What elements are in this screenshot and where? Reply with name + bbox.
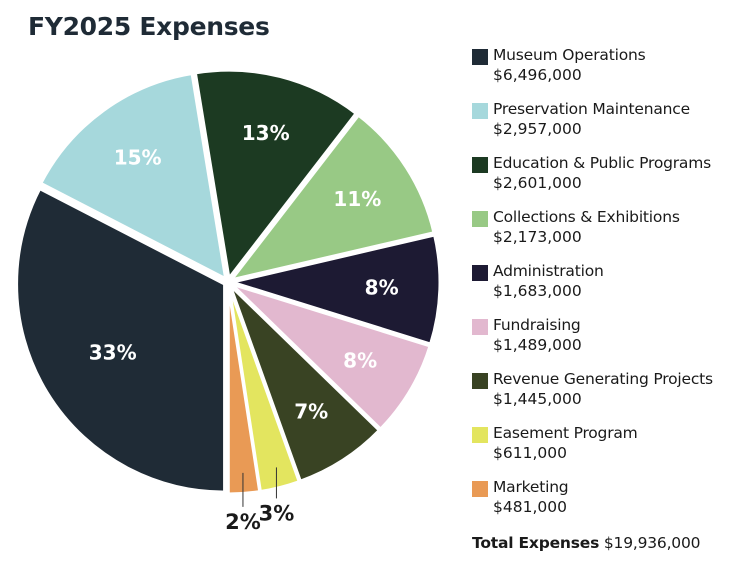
pie-slice-preservation-maintenance [38,71,228,282]
chart-title: FY2025 Expenses [28,12,270,41]
legend-label: Marketing [493,478,569,496]
slice-label-revenue-generating-projects: 7% [294,399,328,423]
slice-label-education-and-public-programs: 13% [242,121,290,145]
legend-item-preservation-maintenance: Preservation Maintenance $2,957,000 [472,100,752,154]
legend-swatch [472,481,488,497]
legend-label: Museum Operations [493,46,646,64]
legend-amount: $611,000 [493,444,567,462]
legend-item-marketing: Marketing $481,000 [472,478,752,532]
pie-slice-collections-and-exhibitions [227,113,436,283]
legend-swatch [472,157,488,173]
legend-label: Collections & Exhibitions [493,208,680,226]
slice-label-preservation-maintenance: 15% [114,146,162,170]
legend-swatch [472,373,488,389]
legend-label: Easement Program [493,424,638,442]
legend-swatch [472,103,488,119]
legend: Museum Operations $6,496,000 Preservation … [472,46,752,532]
pie-slice-museum-operations [15,186,227,494]
legend-amount: $2,173,000 [493,228,582,246]
legend-swatch [472,427,488,443]
legend-swatch [472,49,488,65]
legend-amount: $481,000 [493,498,567,516]
pie-chart: 33% 15% 13% 11% 8% 8% 7% 3%2% [15,68,442,534]
total-value: $19,936,000 [603,534,701,552]
legend-amount: $1,445,000 [493,390,582,408]
pie-slice-marketing [226,285,262,496]
slice-label-easement-program: 3% [259,501,295,525]
legend-label: Administration [493,262,604,280]
legend-amount: $1,489,000 [493,336,582,354]
legend-amount: $2,601,000 [493,174,582,192]
total-expenses: Total Expenses $19,936,000 [472,534,700,552]
legend-item-fundraising: Fundraising $1,489,000 [472,316,752,370]
legend-label: Education & Public Programs [493,154,711,172]
slice-label-administration: 8% [365,276,399,300]
legend-swatch [472,211,488,227]
legend-amount: $2,957,000 [493,120,582,138]
legend-item-collections-and-exhibitions: Collections & Exhibitions $2,173,000 [472,208,752,262]
total-label: Total Expenses [472,534,600,552]
legend-label: Preservation Maintenance [493,100,690,118]
legend-amount: $6,496,000 [493,66,582,84]
legend-swatch [472,319,488,335]
slice-label-fundraising: 8% [343,349,377,373]
legend-amount: $1,683,000 [493,282,582,300]
legend-label: Revenue Generating Projects [493,370,713,388]
pie-slice-fundraising [230,282,432,432]
legend-item-easement-program: Easement Program $611,000 [472,424,752,478]
legend-item-revenue-generating-projects: Revenue Generating Projects $1,445,000 [472,370,752,424]
legend-item-museum-operations: Museum Operations $6,496,000 [472,46,752,100]
slice-label-marketing: 2% [225,510,261,534]
pie-slice-administration [226,233,442,346]
slice-label-museum-operations: 33% [89,340,137,364]
legend-swatch [472,265,488,281]
slice-label-collections-and-exhibitions: 11% [333,187,381,211]
legend-item-education-and-public-programs: Education & Public Programs $2,601,000 [472,154,752,208]
pie-slice-education-and-public-programs [193,68,359,282]
legend-label: Fundraising [493,316,581,334]
legend-item-administration: Administration $1,683,000 [472,262,752,316]
